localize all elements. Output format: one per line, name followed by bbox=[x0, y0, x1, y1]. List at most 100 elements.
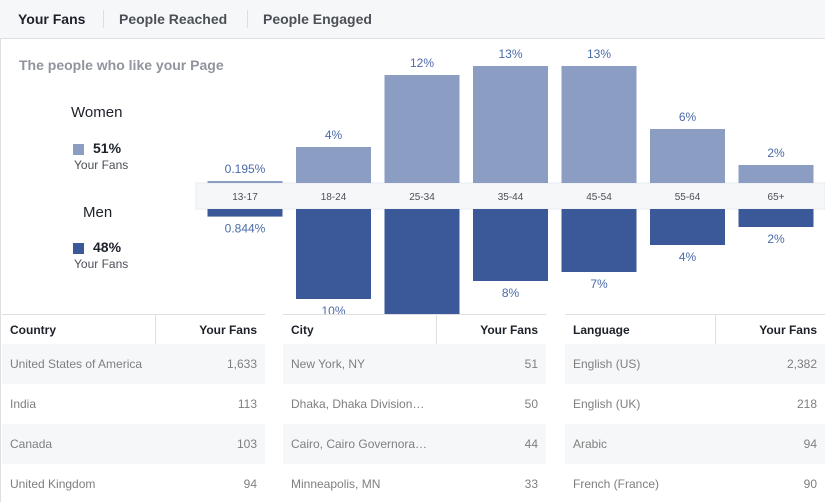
table-row: French (France) 90 bbox=[565, 464, 825, 504]
cell-fans-count: 33 bbox=[524, 477, 538, 491]
column-header-name[interactable]: City bbox=[291, 323, 314, 337]
legend-women-percent: 51% bbox=[93, 140, 122, 156]
cell-name: Canada bbox=[10, 437, 53, 451]
cell-fans-count: 2,382 bbox=[786, 357, 817, 371]
category-label: 55-64 bbox=[675, 192, 701, 203]
bar-men-13-17 bbox=[207, 209, 283, 217]
table-country: Country Your Fans United States of America… bbox=[2, 314, 265, 504]
cell-fans-count: 94 bbox=[243, 477, 257, 491]
cell-fans-count: 1,633 bbox=[226, 357, 257, 371]
section-subtitle: The people who like your Page bbox=[19, 57, 224, 73]
data-label-men: 4% bbox=[679, 250, 697, 264]
data-label-women: 2% bbox=[767, 146, 785, 160]
cell-fans-count: 51 bbox=[524, 357, 538, 371]
column-header-fans[interactable]: Your Fans bbox=[480, 323, 538, 337]
data-label-women: 13% bbox=[498, 47, 522, 61]
cell-fans-count: 90 bbox=[803, 477, 817, 491]
column-header-fans[interactable]: Your Fans bbox=[759, 323, 817, 337]
legend-men-caption: Your Fans bbox=[74, 257, 129, 271]
cell-fans-count: 218 bbox=[796, 397, 817, 411]
legend-women-title: Women bbox=[71, 104, 123, 121]
data-label-men: 10% bbox=[321, 304, 345, 314]
data-label-men: 7% bbox=[590, 277, 608, 291]
tab-bar: Your Fans People Reached People Engaged bbox=[0, 0, 825, 39]
cell-name: Arabic bbox=[573, 437, 608, 451]
table-city: City Your Fans New York, NY 51 Dhaka, Dhaka … bbox=[283, 314, 546, 504]
bar-women-35-44 bbox=[473, 66, 548, 183]
cell-name: Dhaka, Dhaka Division… bbox=[291, 397, 425, 411]
table-row: United States of America 1,633 bbox=[2, 344, 265, 384]
tab-divider bbox=[247, 10, 248, 28]
table-row: New York, NY 51 bbox=[283, 344, 546, 384]
data-label-women: 4% bbox=[325, 128, 343, 142]
category-label: 45-54 bbox=[586, 192, 612, 203]
cell-name: English (US) bbox=[573, 357, 641, 371]
cell-fans-count: 103 bbox=[236, 437, 257, 451]
category-label: 65+ bbox=[768, 192, 785, 203]
table-header: Country Your Fans bbox=[2, 314, 265, 346]
cell-name: English (UK) bbox=[573, 397, 641, 411]
age-gender-chart: 0.195%0.844%13-174%10%18-2412%16%25-3413… bbox=[195, 47, 825, 314]
bar-women-25-34 bbox=[384, 75, 460, 183]
legend-men-title: Men bbox=[83, 204, 113, 221]
cell-name: United Kingdom bbox=[10, 477, 96, 491]
cell-fans-count: 50 bbox=[524, 397, 538, 411]
cell-name: Cairo, Cairo Governora… bbox=[291, 437, 428, 451]
data-label-women: 0.195% bbox=[225, 162, 266, 176]
table-row: United Kingdom 94 bbox=[2, 464, 265, 504]
data-label-men: 8% bbox=[502, 286, 520, 300]
table-row: Cairo, Cairo Governora… 44 bbox=[283, 424, 546, 464]
column-header-name[interactable]: Country bbox=[10, 323, 56, 337]
bar-women-55-64 bbox=[650, 129, 725, 183]
cell-fans-count: 94 bbox=[803, 437, 817, 451]
cell-fans-count: 113 bbox=[237, 397, 257, 411]
cell-fans-count: 44 bbox=[524, 437, 538, 451]
legend-men-percent: 48% bbox=[93, 239, 122, 255]
data-label-women: 6% bbox=[679, 110, 697, 124]
bar-men-65+ bbox=[738, 209, 814, 227]
column-divider bbox=[155, 315, 156, 345]
category-label: 35-44 bbox=[498, 192, 524, 203]
table-header: City Your Fans bbox=[283, 314, 546, 346]
bar-women-18-24 bbox=[296, 147, 371, 183]
bar-men-25-34 bbox=[384, 209, 460, 314]
tab-people-engaged[interactable]: People Engaged bbox=[263, 11, 372, 27]
table-row: English (US) 2,382 bbox=[565, 344, 825, 384]
cell-name: New York, NY bbox=[291, 357, 366, 371]
table-header: Language Your Fans bbox=[565, 314, 825, 346]
cell-name: United States of America bbox=[10, 357, 143, 371]
category-label: 18-24 bbox=[321, 192, 347, 203]
table-row: India 113 bbox=[2, 384, 265, 424]
table-language: Language Your Fans English (US) 2,382 Englis… bbox=[565, 314, 825, 504]
tab-people-reached[interactable]: People Reached bbox=[119, 11, 228, 27]
bar-men-55-64 bbox=[650, 209, 725, 245]
column-divider bbox=[715, 315, 716, 345]
legend-men-swatch bbox=[73, 243, 84, 254]
table-row: Arabic 94 bbox=[565, 424, 825, 464]
bar-men-35-44 bbox=[473, 209, 548, 281]
cell-name: French (France) bbox=[573, 477, 660, 491]
bar-men-45-54 bbox=[561, 209, 637, 272]
data-label-men: 0.844% bbox=[225, 222, 266, 236]
tab-your-fans[interactable]: Your Fans bbox=[18, 11, 86, 27]
legend-women-swatch bbox=[73, 144, 84, 155]
cell-name: Minneapolis, MN bbox=[291, 477, 381, 491]
tab-divider bbox=[103, 10, 104, 28]
table-row: Canada 103 bbox=[2, 424, 265, 464]
cell-name: India bbox=[10, 397, 37, 411]
bar-women-13-17 bbox=[207, 181, 283, 183]
bar-men-18-24 bbox=[296, 209, 371, 299]
column-header-fans[interactable]: Your Fans bbox=[199, 323, 257, 337]
data-label-women: 13% bbox=[587, 47, 611, 61]
column-divider bbox=[436, 315, 437, 345]
category-label: 13-17 bbox=[232, 192, 258, 203]
bar-women-45-54 bbox=[561, 66, 637, 183]
table-row: Minneapolis, MN 33 bbox=[283, 464, 546, 504]
table-row: English (UK) 218 bbox=[565, 384, 825, 424]
panel-left-border bbox=[0, 39, 1, 502]
age-axis-band bbox=[195, 182, 825, 210]
column-header-name[interactable]: Language bbox=[573, 323, 630, 337]
category-label: 25-34 bbox=[409, 192, 435, 203]
table-row: Dhaka, Dhaka Division… 50 bbox=[283, 384, 546, 424]
legend-women-caption: Your Fans bbox=[74, 158, 129, 172]
